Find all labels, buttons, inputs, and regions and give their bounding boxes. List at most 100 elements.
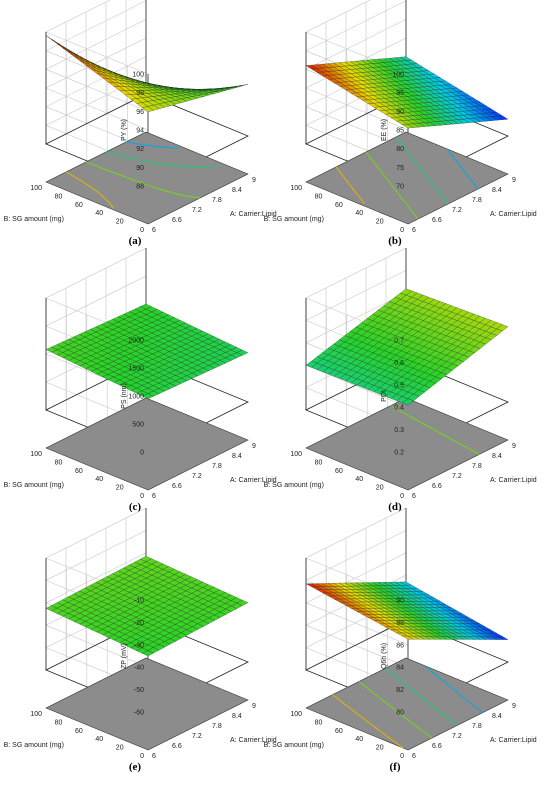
z-tick-label: 0.3 (394, 427, 404, 434)
x-tick-label: 9 (512, 177, 516, 184)
x-tick-label: 7.8 (212, 197, 222, 204)
x-tick-label: 8.4 (492, 187, 502, 194)
y-tick-label: 0 (400, 753, 404, 760)
contour-line (335, 166, 365, 205)
x-tick-label: 6 (152, 753, 156, 760)
x-axis-label: A: Carrier:Lipid (230, 477, 277, 484)
surface-patch (496, 324, 509, 332)
contour-line (358, 681, 433, 739)
surface-patch (236, 349, 249, 356)
y-tick-label: 100 (30, 451, 42, 458)
y-tick-label: 60 (335, 728, 343, 735)
y-tick-label: 40 (95, 736, 103, 743)
x-tick-label: 8.4 (232, 453, 242, 460)
x-tick-label: 9 (252, 443, 256, 450)
y-tick-label: 80 (55, 193, 63, 200)
x-tick-label: 6.6 (172, 217, 182, 224)
surface-patch (236, 599, 249, 606)
y-tick-label: 0 (140, 753, 144, 760)
chart-panel: 0 500 1000 1500 2000 PS (nm) 6 6.6 7.2 7.8 8.4 9 0 20… (4, 247, 277, 513)
z-tick-label: 95 (396, 90, 404, 97)
y-axis-label: B: SG amount (mg) (4, 742, 64, 749)
x-tick-label: 8.4 (232, 713, 242, 720)
x-tick-label: 7.2 (192, 473, 202, 480)
panel-caption: (b) (388, 235, 402, 247)
y-tick-label: 40 (355, 736, 363, 743)
y-axis-label: B: SG amount (mg) (4, 482, 64, 489)
surface-patch (496, 636, 509, 640)
surface-patch (496, 115, 509, 120)
contour-plane (45, 397, 249, 491)
y-tick-label: 20 (116, 745, 124, 752)
z-tick-label: 90 (396, 598, 404, 605)
x-tick-label: 7.2 (192, 733, 202, 740)
y-tick-label: 20 (116, 485, 124, 492)
z-tick-label: 100 (132, 72, 144, 79)
z-tick-label: 80 (396, 146, 404, 153)
y-axis-label: B: SG amount (mg) (264, 482, 324, 489)
z-axis-label: ZP (mV) (121, 643, 128, 669)
gridline (45, 0, 149, 75)
panel-caption: (a) (129, 235, 142, 247)
x-tick-label: 9 (252, 177, 256, 184)
z-tick-label: 88 (396, 620, 404, 627)
z-tick-label: 88 (136, 184, 144, 191)
z-tick-label: 90 (136, 165, 144, 172)
x-tick-label: 6 (152, 227, 156, 234)
z-tick-label: 100 (392, 72, 404, 79)
y-tick-label: 80 (55, 719, 63, 726)
y-axis-label: B: SG amount (mg) (264, 742, 324, 749)
x-tick-label: 7.2 (452, 733, 462, 740)
contour-line (390, 405, 480, 455)
contour-line (395, 136, 449, 205)
z-tick-label: -10 (134, 598, 144, 605)
z-tick-label: 94 (136, 128, 144, 135)
y-tick-label: 100 (30, 185, 42, 192)
panel-caption: (d) (388, 501, 402, 513)
x-axis-label: A: Carrier:Lipid (490, 477, 537, 484)
contour-line (65, 171, 114, 209)
x-tick-label: 6 (412, 227, 416, 234)
z-axis-label: PDI (381, 390, 388, 402)
y-tick-label: 40 (355, 476, 363, 483)
z-tick-label: 92 (136, 146, 144, 153)
contour-line (125, 141, 179, 149)
x-tick-label: 6.6 (432, 483, 442, 490)
x-tick-label: 9 (512, 443, 516, 450)
y-tick-label: 0 (400, 493, 404, 500)
y-tick-label: 100 (290, 451, 302, 458)
y-tick-label: 20 (376, 745, 384, 752)
chart-panel: 0.2 0.3 0.4 0.5 0.6 0.7 PDI 6 6.6 7.2 7.8 8.4 9 0 20 40… (264, 247, 537, 513)
x-tick-label: 8.4 (232, 187, 242, 194)
y-tick-label: 40 (95, 476, 103, 483)
y-tick-label: 40 (95, 210, 103, 217)
z-tick-label: 70 (396, 184, 404, 191)
z-axis-label: PY (%) (121, 119, 128, 141)
contour-line (365, 151, 419, 220)
x-tick-label: 7.8 (212, 723, 222, 730)
y-tick-label: 80 (315, 193, 323, 200)
contour-line (425, 666, 483, 714)
x-axis-label: A: Carrier:Lipid (490, 737, 537, 744)
y-tick-label: 0 (400, 227, 404, 234)
y-tick-label: 80 (55, 459, 63, 466)
z-tick-label: 90 (396, 109, 404, 116)
y-tick-label: 40 (355, 210, 363, 217)
z-tick-label: -20 (134, 620, 144, 627)
contour-line (385, 667, 458, 726)
y-tick-label: 0 (140, 227, 144, 234)
z-tick-label: 0 (140, 450, 144, 457)
panel-caption: (c) (129, 501, 142, 513)
contour-plane (45, 657, 249, 751)
x-tick-label: 7.2 (452, 207, 462, 214)
z-tick-label: 0.4 (394, 405, 404, 412)
contour-line (85, 161, 201, 199)
x-tick-label: 7.2 (452, 473, 462, 480)
contour-plane (305, 397, 509, 491)
contour-plane (305, 657, 509, 751)
y-tick-label: 20 (376, 485, 384, 492)
z-tick-label: 80 (396, 710, 404, 717)
